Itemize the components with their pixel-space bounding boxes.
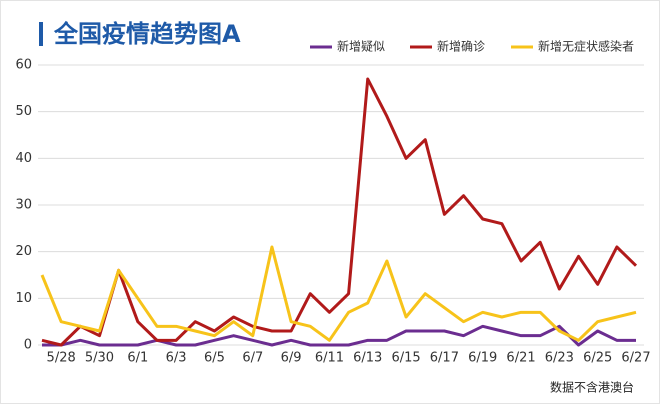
series-line xyxy=(40,245,637,342)
title-bar xyxy=(39,22,43,46)
legend-label: 新增无症状感染者 xyxy=(538,39,634,54)
x-tick-label: 6/19 xyxy=(468,351,497,366)
note: 数据不含港澳台 xyxy=(550,380,634,395)
series-line xyxy=(41,77,638,347)
x-tick-label: 6/1 xyxy=(127,351,148,366)
y-tick-label: 60 xyxy=(15,58,32,73)
x-tick-label: 6/23 xyxy=(545,351,574,366)
legend-label: 新增疑似 xyxy=(337,39,385,54)
x-tick-label: 6/27 xyxy=(621,351,650,366)
x-tick-label: 6/3 xyxy=(166,351,187,366)
y-tick-label: 50 xyxy=(15,104,32,119)
y-tick-label: 0 xyxy=(24,338,32,353)
x-tick-label: 6/11 xyxy=(315,351,344,366)
chart-title: 全国疫情趋势图A xyxy=(53,20,241,48)
y-tick-label: 40 xyxy=(15,151,32,166)
y-tick-label: 20 xyxy=(15,244,32,259)
x-tick-label: 6/15 xyxy=(391,351,420,366)
legend-label: 新增确诊 xyxy=(437,39,485,54)
x-tick-label: 6/5 xyxy=(204,351,225,366)
x-tick-label: 6/9 xyxy=(281,351,302,366)
x-tick-label: 6/25 xyxy=(583,351,612,366)
x-tick-label: 5/28 xyxy=(47,351,76,366)
series-line xyxy=(42,324,636,347)
x-tick-label: 6/13 xyxy=(353,351,382,366)
x-tick-label: 6/7 xyxy=(242,351,263,366)
x-tick-label: 6/17 xyxy=(430,351,459,366)
x-tick-label: 6/21 xyxy=(506,351,535,366)
y-tick-label: 10 xyxy=(15,291,32,306)
y-tick-label: 30 xyxy=(15,198,32,213)
x-tick-label: 5/30 xyxy=(85,351,114,366)
